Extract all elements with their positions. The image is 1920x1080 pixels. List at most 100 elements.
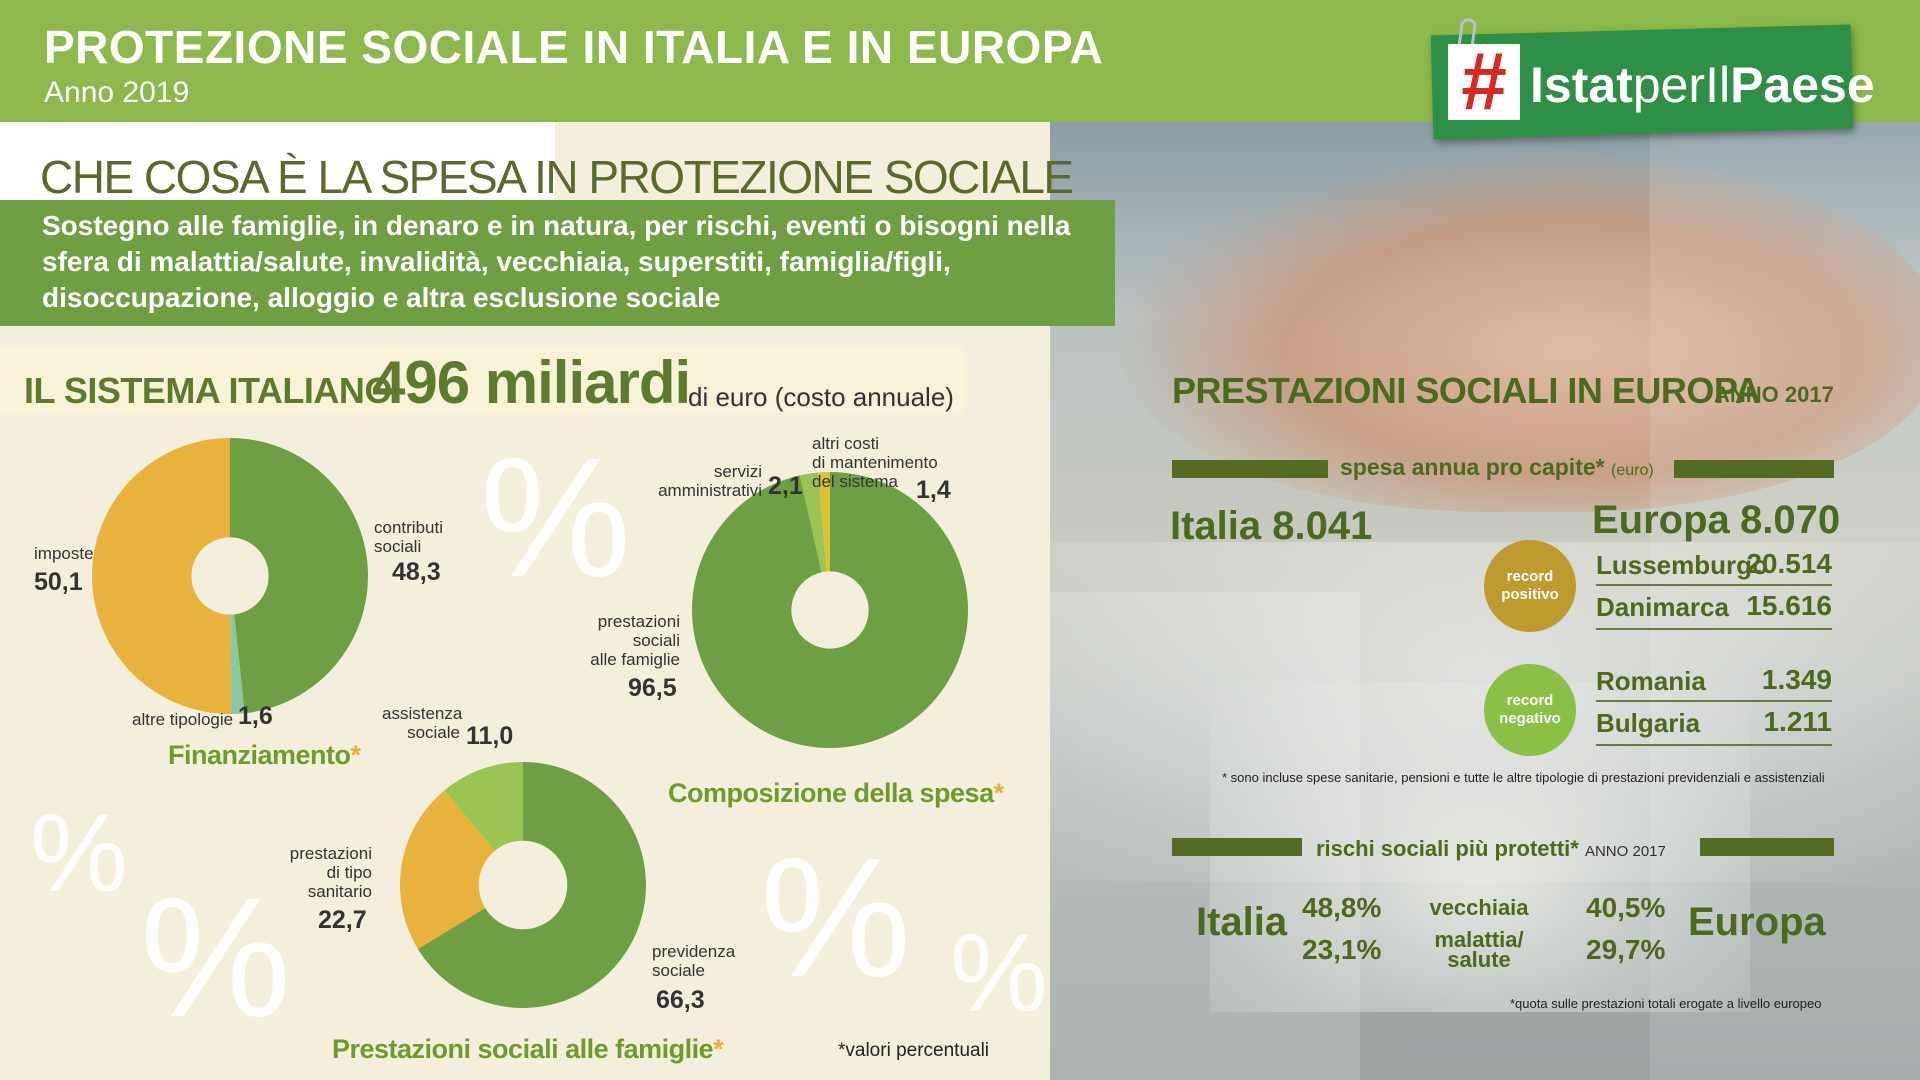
value-assistenza-sociale: 11,0 <box>466 722 514 750</box>
sistema-header-box <box>0 346 965 414</box>
photo-hands <box>1120 152 1920 512</box>
spesa-unit: (euro) <box>1610 462 1654 479</box>
chart-title-text: Prestazioni sociali alle famiglie <box>332 1034 714 1064</box>
logo-text-peril: perIl <box>1632 57 1731 113</box>
footnote-percent-values: *valori percentuali <box>838 1040 990 1061</box>
header-rule-left <box>1172 460 1328 478</box>
footnote-spesa: * sono incluse spese sanitarie, pensioni… <box>1222 770 1825 785</box>
row-divider <box>1596 700 1832 702</box>
europa-value: 8.070 <box>1740 498 1841 542</box>
label-line: prestazioni <box>289 844 372 863</box>
intro-title-box <box>0 122 555 200</box>
value-bulgaria: 1.211 <box>1763 706 1832 737</box>
rischi-year: ANNO 2017 <box>1584 843 1666 860</box>
label-line: altri costi <box>812 434 880 453</box>
chart-title-prestazioni: Prestazioni sociali alle famiglie* <box>332 1034 724 1065</box>
italia-value: 8.041 <box>1272 504 1373 548</box>
donut-slice-previdenza-sociale <box>417 762 646 1008</box>
spesa-header-text: spesa annua pro capite <box>1340 454 1596 480</box>
label-line: sociale <box>652 961 705 980</box>
badge-line: negativo <box>1499 710 1561 727</box>
label-line: sociali <box>374 537 422 556</box>
donut-slice-servizi-amministrativi <box>799 472 827 573</box>
row-divider <box>1596 584 1832 586</box>
donut-slice-prestazioni-di-tipo-sanitario <box>400 790 495 949</box>
percent-decor: % <box>760 823 912 1013</box>
header-rule-left <box>1172 838 1302 856</box>
rischi-header-text: rischi sociali più protetti <box>1316 836 1571 861</box>
label-line: sanitario <box>307 882 372 901</box>
sistema-value: 496 miliardi <box>372 349 691 416</box>
header-rule-right <box>1700 838 1834 856</box>
rischi-header: rischi sociali più protetti* ANNO 2017 <box>1316 836 1666 862</box>
rischio-malattia-italia: 23,1% <box>1302 934 1382 965</box>
badge-line: positivo <box>1501 586 1559 603</box>
label-prestazioni-sanitario: prestazioni di tipo sanitario <box>286 844 372 901</box>
rischio-name-line: malattia/ <box>1434 927 1524 952</box>
italia-label-text: Italia <box>1170 504 1262 548</box>
donut-chart-prestazioni <box>400 762 646 1008</box>
logo-text-paese: Paese <box>1730 57 1875 113</box>
donut-chart-finanziamento <box>92 438 369 714</box>
donut-slice-altre-tipologie <box>230 614 245 714</box>
page-title: PROTEZIONE SOCIALE IN ITALIA E IN EUROPA <box>44 21 1104 73</box>
value-servizi-amministrativi: 2,1 <box>768 472 803 500</box>
logo-text: IstatperIlPaese <box>1530 56 1875 114</box>
row-divider <box>1596 628 1832 630</box>
rischio-malattia-name: malattia/ salute <box>1414 927 1544 972</box>
percent-decor: % <box>30 792 128 915</box>
label-line: sociali <box>632 631 680 650</box>
label-prestazioni-sociali: prestazioni sociali alle famiglie <box>580 612 680 669</box>
label-line: amministrativi <box>658 481 762 500</box>
rischio-malattia-europa: 29,7% <box>1586 934 1666 965</box>
label-line: alle famiglie <box>590 650 680 669</box>
intro-title: CHE COSA È LA SPESA IN PROTEZIONE SOCIAL… <box>40 151 1074 203</box>
label-line: di mantenimento <box>812 453 938 472</box>
spesa-header: spesa annua pro capite* (euro) <box>1340 454 1654 481</box>
rischio-vecchiaia-name: vecchiaia <box>1429 895 1529 920</box>
chart-title-finanziamento: Finanziamento* <box>168 740 361 771</box>
record-positivo-badge: record positivo <box>1484 540 1576 632</box>
chart-title-mark: * <box>713 1034 724 1064</box>
label-altre-tipologie: altre tipologie <box>132 710 234 729</box>
rischi-italia-label: Italia <box>1196 900 1288 944</box>
label-servizi-amministrativi: servizi amministrativi <box>654 462 762 500</box>
chart-title-mark: * <box>993 778 1005 808</box>
label-previdenza-sociale: previdenza sociale <box>652 942 735 980</box>
label-line: prestazioni <box>597 612 680 631</box>
value-prestazioni-sanitario: 22,7 <box>318 906 367 934</box>
donut-slice-contributi-sociali <box>230 438 369 714</box>
country-romania: Romania <box>1596 666 1706 696</box>
row-divider <box>1596 744 1832 746</box>
value-altri-costi: 1,4 <box>916 476 951 504</box>
label-line: sociale <box>407 723 460 742</box>
rischi-header-mark: * <box>1570 836 1579 861</box>
value-contributi-sociali: 48,3 <box>392 558 441 586</box>
logo-text-istat: Istat <box>1530 57 1633 113</box>
country-danimarca: Danimarca <box>1596 592 1729 622</box>
intro-description-box <box>0 200 1115 326</box>
country-bulgaria: Bulgaria <box>1596 708 1701 738</box>
country-lussemburgo: Lussemburgo <box>1596 550 1768 580</box>
chart-title-text: Finanziamento <box>168 740 351 770</box>
label-line: assistenza <box>382 704 463 723</box>
donut-chart-composizione <box>692 472 968 748</box>
value-prestazioni-sociali: 96,5 <box>628 674 677 702</box>
sistema-label: IL SISTEMA ITALIANO <box>24 370 392 411</box>
rischi-europa-label: Europa <box>1688 900 1826 944</box>
value-imposte: 50,1 <box>34 568 83 596</box>
label-imposte: imposte <box>34 544 94 563</box>
label-altri-costi: altri costi di mantenimento del sistema <box>812 434 938 491</box>
percent-decor: % <box>480 423 632 613</box>
value-danimarca: 15.616 <box>1746 590 1832 621</box>
rischio-name-line: salute <box>1447 947 1511 972</box>
page-subtitle: Anno 2019 <box>44 76 190 109</box>
badge-line: record <box>1506 568 1554 585</box>
value-lussemburgo: 20.514 <box>1746 548 1832 579</box>
donut-slice-prestazioni-sociali-alle-famiglie <box>692 472 968 748</box>
chart-title-text: Composizione della spesa <box>668 778 994 808</box>
record-negativo-badge: record negativo <box>1484 664 1576 756</box>
value-previdenza-sociale: 66,3 <box>656 986 705 1014</box>
percent-decor: % <box>140 863 292 1053</box>
label-line: previdenza <box>652 942 736 961</box>
